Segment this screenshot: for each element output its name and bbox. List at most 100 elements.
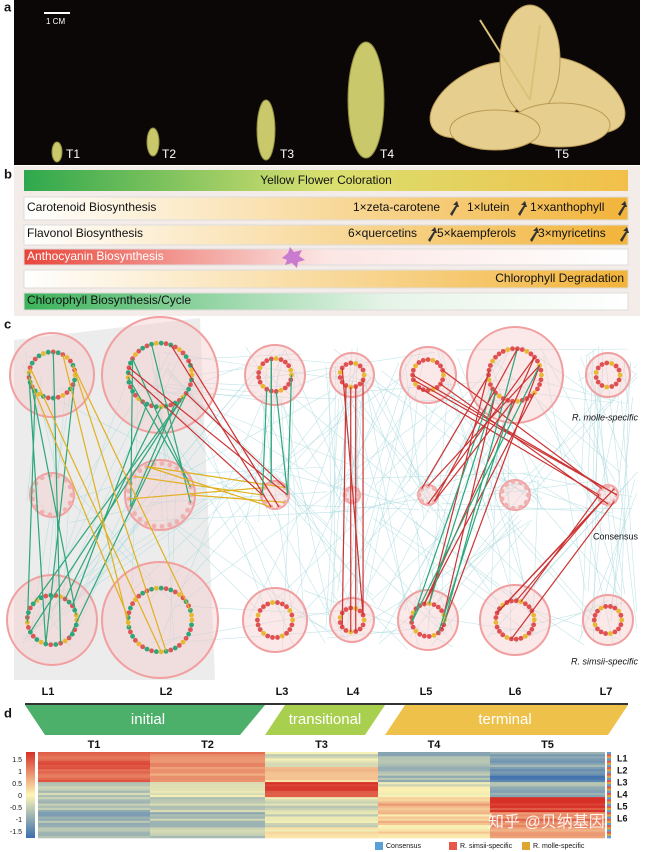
gene-node: [607, 631, 613, 636]
gene-node: [599, 383, 605, 388]
gene-node: [616, 377, 622, 383]
gene-node: [270, 600, 275, 605]
module-strip: [607, 812, 611, 815]
gene-node: [343, 607, 349, 612]
heat-cell: [265, 752, 378, 755]
gene-node: [41, 351, 46, 356]
phase-label: transitional: [289, 711, 362, 728]
gene-node: [493, 615, 499, 620]
heat-cell: [38, 816, 150, 819]
phase-shape: [385, 705, 628, 735]
heat-cell: [490, 810, 605, 813]
heat-cell: [378, 795, 490, 798]
heat-cell: [38, 818, 150, 822]
gene-node: [176, 347, 182, 353]
heat-cell: [150, 812, 265, 815]
gene-node: [537, 382, 543, 387]
heat-cell: [490, 797, 605, 800]
gene-node: [176, 642, 182, 648]
gene-node: [168, 402, 174, 408]
module-halo: [329, 352, 375, 398]
gene-node: [357, 363, 363, 369]
gene-node: [487, 382, 493, 387]
gene-node: [592, 612, 598, 618]
gene-node: [62, 638, 68, 644]
heat-cell: [490, 764, 605, 768]
legend-swatch: [449, 842, 457, 850]
arrows: [428, 201, 629, 242]
gene-node: [39, 509, 45, 515]
gene-node: [136, 641, 142, 647]
edge: [514, 600, 609, 644]
edge: [490, 363, 543, 511]
gene-node: [47, 512, 53, 518]
module-halo: [582, 594, 634, 646]
heat-cell: [490, 775, 605, 779]
edge: [379, 518, 499, 601]
edge: [22, 471, 258, 638]
module-strip: [607, 833, 611, 837]
gene-node: [261, 604, 266, 610]
module-edge: [32, 396, 184, 605]
edge: [580, 356, 629, 468]
legend-swatch: [375, 842, 383, 850]
edge: [22, 348, 276, 644]
gene-node: [67, 484, 73, 490]
heat-cell: [265, 777, 378, 781]
edge: [162, 391, 332, 486]
up-arrow: [530, 227, 539, 242]
heat-cell: [38, 788, 150, 791]
module-edge: [52, 351, 62, 644]
heat-cell: [38, 771, 150, 774]
colorbar-tick: 1.5: [12, 757, 22, 764]
edge: [351, 519, 533, 633]
heat-cell: [150, 760, 265, 764]
gene-node: [180, 514, 186, 519]
edge: [281, 470, 303, 513]
module-edge: [127, 377, 189, 481]
edge: [164, 371, 328, 525]
module-strip: [607, 775, 611, 779]
heat-cell: [378, 782, 490, 785]
heat-cell: [378, 786, 490, 789]
gene-node: [513, 636, 519, 642]
gene-node: [128, 605, 133, 611]
module-edge: [442, 369, 602, 490]
heat-cell: [38, 833, 150, 837]
gene-node: [539, 372, 544, 378]
module-edge: [191, 494, 286, 504]
metabolite: 1×zeta-carotene: [353, 200, 440, 214]
gene-node: [529, 626, 535, 632]
module-strip: [607, 822, 611, 826]
module-edge: [29, 367, 162, 653]
gene-node: [163, 586, 169, 592]
gene-node: [168, 647, 174, 653]
edge: [369, 631, 404, 635]
gene-node: [282, 385, 288, 391]
gene-node: [264, 358, 270, 364]
legend-label: Consensus: [386, 843, 422, 850]
module-halo: [9, 332, 95, 418]
colorbar-tick: 0: [18, 793, 22, 800]
module-edge: [411, 365, 541, 623]
gene-node: [172, 645, 178, 651]
heat-cell: [490, 831, 605, 834]
module-label: L3: [617, 777, 628, 787]
heat-cell: [378, 799, 490, 802]
gene-node: [176, 592, 182, 598]
edge: [348, 389, 419, 646]
heat-cell: [490, 822, 605, 826]
gene-node: [275, 600, 280, 605]
edge: [326, 627, 420, 639]
edge: [185, 381, 293, 388]
heat-cell: [150, 764, 265, 768]
edge: [578, 492, 638, 642]
gene-node: [524, 348, 530, 354]
gene-node: [290, 617, 295, 623]
edge: [298, 505, 420, 510]
heat-cell: [490, 827, 605, 830]
heat-cell: [150, 779, 265, 783]
gene-node: [159, 461, 165, 466]
edge: [441, 511, 445, 597]
module-strip: [607, 790, 611, 794]
